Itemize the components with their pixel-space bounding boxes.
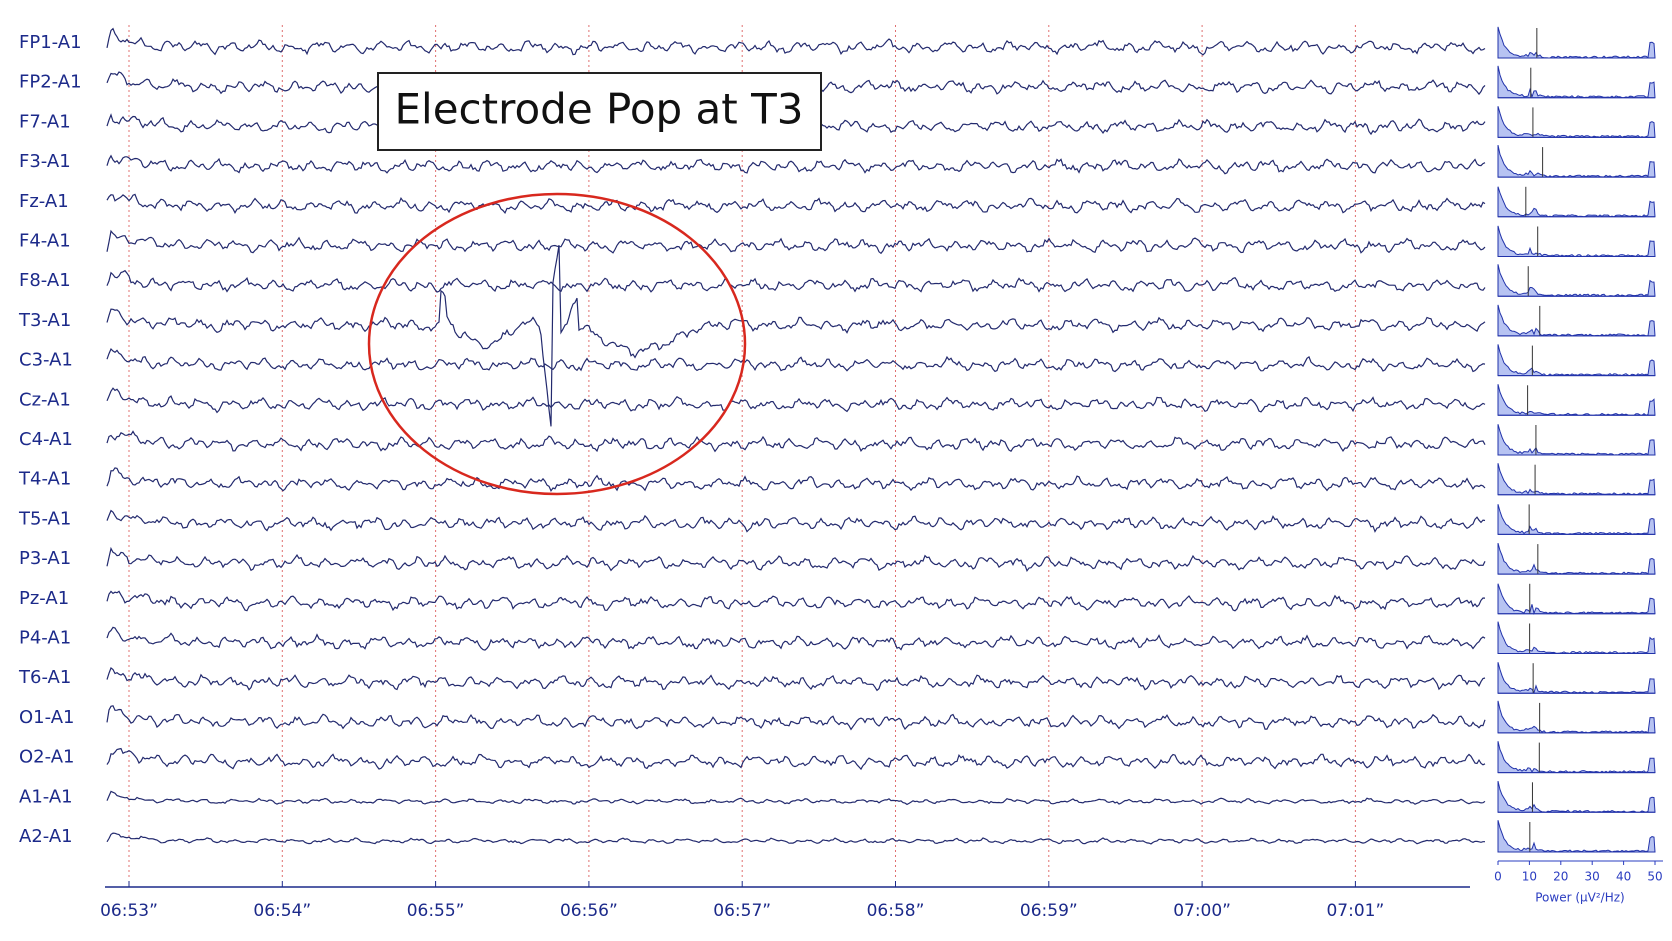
channel-label: F7-A1: [19, 111, 71, 132]
time-label: 06:56”: [560, 901, 618, 921]
eeg-trace: [106, 667, 1486, 692]
eeg-trace: [106, 790, 1486, 806]
spectrum-area: [1497, 344, 1656, 377]
traces: [106, 25, 1486, 880]
eeg-trace: [106, 27, 1486, 56]
channel-label: Cz-A1: [19, 389, 71, 410]
eeg-trace: [106, 467, 1486, 493]
channel-label: F3-A1: [19, 151, 71, 172]
spectrum-tick-label: 30: [1585, 870, 1600, 884]
time-label: 06:57”: [713, 901, 771, 921]
eeg-trace: [106, 705, 1486, 731]
time-label: 06:55”: [407, 901, 465, 921]
channel-label: F4-A1: [19, 231, 71, 252]
time-label: 07:01”: [1326, 901, 1384, 921]
eeg-trace: [106, 832, 1485, 845]
eeg-trace: [106, 590, 1486, 612]
channel-label: T3-A1: [18, 310, 71, 331]
spectrum-area: [1497, 225, 1656, 258]
eeg-trace: [106, 747, 1486, 771]
spectrum-tick-label: 10: [1522, 870, 1537, 884]
eeg-trace: [106, 387, 1486, 414]
spectrum-axis-label: Power (µV²/Hz): [1535, 891, 1624, 905]
eeg-trace: [106, 347, 1486, 373]
time-label: 06:59”: [1020, 901, 1078, 921]
eeg-trace: [106, 193, 1486, 215]
spectrum-area: [1497, 662, 1656, 694]
spectrum-tick-label: 0: [1494, 870, 1502, 884]
time-label: 06:58”: [867, 901, 925, 921]
channel-label: T6-A1: [18, 667, 71, 688]
channel-label: FP2-A1: [19, 72, 82, 93]
spectrum-area: [1497, 26, 1656, 59]
spectrum-area: [1497, 384, 1656, 416]
spectrum-area: [1497, 741, 1656, 774]
channel-label: P3-A1: [19, 548, 71, 569]
channel-label: Pz-A1: [19, 588, 69, 609]
spectrum-area: [1497, 65, 1656, 99]
channel-label: C3-A1: [19, 350, 73, 371]
channel-label: P4-A1: [19, 628, 71, 649]
time-label: 07:00”: [1173, 901, 1231, 921]
channel-label: F8-A1: [19, 270, 71, 291]
spectrum-area: [1497, 583, 1656, 616]
channel-label: FP1-A1: [19, 32, 82, 53]
channel-label: A2-A1: [19, 826, 73, 847]
spectrum-area: [1497, 424, 1656, 456]
channel-label: A1-A1: [19, 786, 73, 807]
highlight-ellipse: [367, 192, 747, 496]
spectrum-area: [1497, 621, 1656, 655]
eeg-trace: [106, 509, 1486, 533]
channel-label: T4-A1: [18, 469, 71, 490]
spectrum-area: [1497, 542, 1656, 575]
eeg-trace: [106, 626, 1486, 651]
spectrum-area: [1497, 144, 1656, 178]
eeg-trace: [106, 430, 1486, 453]
channel-label: T5-A1: [18, 508, 71, 529]
eeg-trace: [106, 154, 1486, 175]
spectrum-area: [1497, 106, 1656, 138]
time-label: 06:54”: [253, 901, 311, 921]
spectrum-tick-label: 40: [1616, 870, 1631, 884]
channel-label: C4-A1: [19, 429, 73, 450]
eeg-trace: [106, 546, 1486, 572]
eeg-trace: [106, 245, 1486, 427]
eeg-trace: [106, 269, 1486, 293]
spectrum-area: [1497, 504, 1656, 535]
channel-label: O2-A1: [19, 747, 75, 768]
spectrum-area: [1497, 264, 1656, 297]
channel-label: O1-A1: [19, 707, 75, 728]
spectrum-tick-label: 20: [1553, 870, 1568, 884]
annotation-box: [377, 72, 822, 151]
channel-label: Fz-A1: [19, 191, 69, 212]
spectrum-area: [1497, 700, 1656, 734]
spectrum-area: [1497, 186, 1656, 218]
spectrum-area: [1497, 463, 1656, 496]
spectrum-area: [1497, 820, 1656, 853]
annotation: Electrode Pop at T3: [395, 85, 804, 134]
time-label: 06:53”: [100, 901, 158, 921]
spectrum-area: [1497, 304, 1656, 337]
eeg-trace: [106, 229, 1486, 255]
spectrum-area: [1497, 780, 1656, 813]
spectrum-tick-label: 50: [1647, 870, 1662, 884]
